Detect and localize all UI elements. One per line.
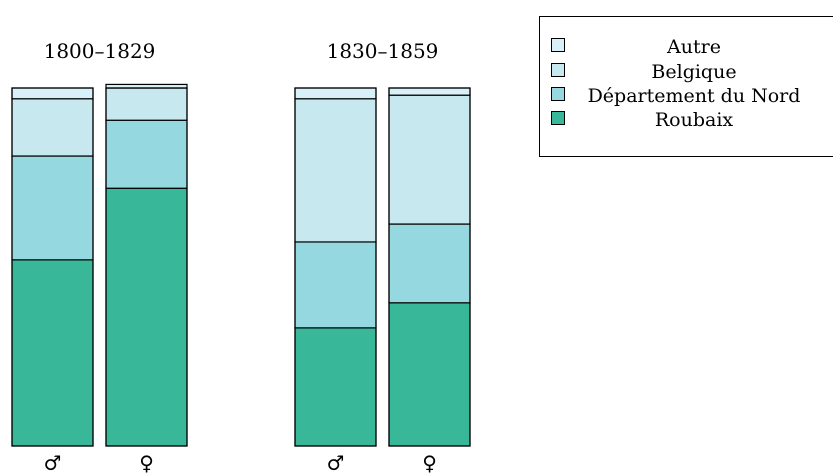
legend-swatch-autre [551, 38, 565, 52]
legend-label-departement-du-nord: Département du Nord [587, 85, 801, 107]
category-label-g1-b2: ♀ [139, 451, 154, 475]
legend-item-autre: Autre [540, 35, 833, 59]
legend-item-belgique: Belgique [540, 60, 833, 84]
bar-segment-autre-g2-b1 [294, 87, 377, 100]
legend: Autre Belgique Département du Nord Rouba… [539, 16, 833, 157]
bar-segment-belgique-g2-b1 [294, 98, 377, 243]
bar-segment-belgique-g1-b2 [105, 87, 188, 121]
bar-segment-roubaix-g1-b1 [11, 259, 94, 447]
bar-outline-g2-b2 [388, 87, 471, 447]
legend-swatch-belgique [551, 63, 565, 77]
category-label-g2-b2: ♀ [422, 451, 437, 475]
bar-outline-g1-b2 [105, 87, 188, 447]
bar-segment-belgique-g1-b1 [11, 98, 94, 157]
bar-segment-autre-g1-b1 [11, 87, 94, 100]
bar-segment-belgique-g2-b2 [388, 94, 471, 225]
bar-segment-roubaix-g2-b1 [294, 327, 377, 447]
legend-swatch-roubaix [551, 111, 565, 125]
legend-label-belgique: Belgique [651, 61, 737, 83]
bar-segment-departement-du-nord-g1-b2 [105, 119, 188, 189]
bar-outline-g2-b1 [294, 87, 377, 447]
legend-swatch-departement-du-nord [551, 87, 565, 101]
bar-segment-roubaix-g1-b2 [105, 187, 188, 447]
bar-segment-autre-g2-b2 [388, 87, 471, 96]
legend-label-autre: Autre [667, 36, 721, 58]
bar-segment-departement-du-nord-g2-b2 [388, 223, 471, 304]
bar-segment-departement-du-nord-g1-b1 [11, 155, 94, 261]
bar-segment-roubaix-g2-b2 [388, 302, 471, 447]
legend-label-roubaix: Roubaix [654, 109, 734, 131]
legend-item-departement-du-nord: Département du Nord [540, 84, 833, 108]
bar-outline-g1-b1 [11, 87, 94, 447]
category-label-g1-b1: ♂ [44, 451, 62, 475]
legend-item-roubaix: Roubaix [540, 108, 833, 132]
group-title-2: 1830–1859 [327, 39, 439, 63]
bar-segment-departement-du-nord-g2-b1 [294, 241, 377, 329]
category-label-g2-b1: ♂ [327, 451, 345, 475]
group-title-1: 1800–1829 [44, 39, 156, 63]
